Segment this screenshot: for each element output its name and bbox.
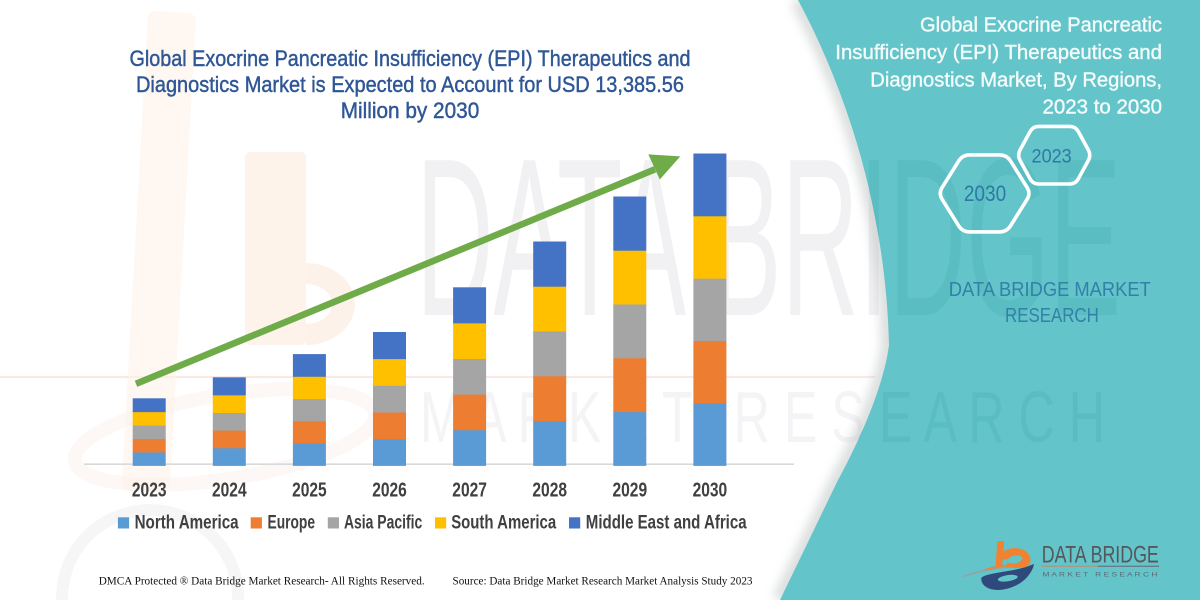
svg-text:DATA BRIDGE MARKET: DATA BRIDGE MARKET xyxy=(949,278,1151,301)
svg-text:Global Exocrine Pancreatic: Global Exocrine Pancreatic xyxy=(920,14,1162,37)
svg-text:South America: South America xyxy=(451,513,556,534)
svg-text:DMCA Protected ® Data Bridge M: DMCA Protected ® Data Bridge Market Rese… xyxy=(99,576,425,588)
svg-text:Asia Pacific: Asia Pacific xyxy=(344,513,423,534)
svg-text:Diagnostics Market is Expected: Diagnostics Market is Expected to Accoun… xyxy=(136,72,684,97)
svg-text:DATA BRIDGE: DATA BRIDGE xyxy=(1042,542,1159,569)
svg-text:2023: 2023 xyxy=(1032,145,1072,167)
svg-text:2029: 2029 xyxy=(613,479,648,501)
svg-text:M A R K E T R E S E A R C H: M A R K E T R E S E A R C H xyxy=(1043,571,1158,578)
svg-text:Insufficiency (EPI) Therapeuti: Insufficiency (EPI) Therapeutics and xyxy=(835,41,1162,64)
svg-text:Middle East and Africa: Middle East and Africa xyxy=(586,513,747,534)
svg-text:Global Exocrine Pancreatic Ins: Global Exocrine Pancreatic Insufficiency… xyxy=(130,46,691,71)
svg-text:2023 to 2030: 2023 to 2030 xyxy=(1043,96,1163,119)
svg-text:2025: 2025 xyxy=(292,479,327,501)
svg-text:2030: 2030 xyxy=(964,181,1006,206)
svg-text:North America: North America xyxy=(135,513,239,534)
svg-text:2027: 2027 xyxy=(452,479,487,501)
svg-text:Europe: Europe xyxy=(268,513,316,534)
svg-text:Source: Data Bridge Market Res: Source: Data Bridge Market Research Mark… xyxy=(453,576,753,588)
svg-text:2030: 2030 xyxy=(693,479,728,501)
svg-text:Million by 2030: Million by 2030 xyxy=(341,98,480,123)
svg-text:RESEARCH: RESEARCH xyxy=(1005,304,1099,327)
svg-text:Diagnostics Market, By Regions: Diagnostics Market, By Regions, xyxy=(870,68,1162,91)
svg-text:2023: 2023 xyxy=(132,479,167,501)
svg-text:2026: 2026 xyxy=(372,479,407,501)
svg-text:2024: 2024 xyxy=(212,479,247,501)
svg-text:2028: 2028 xyxy=(532,479,567,501)
